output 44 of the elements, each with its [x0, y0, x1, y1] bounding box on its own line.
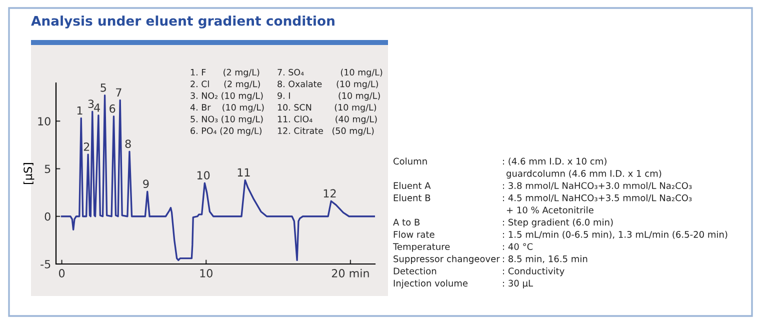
y-tick-label: 5 — [44, 164, 50, 174]
annotation: 12 — [324, 189, 336, 198]
annotation: 12. Citrate (50 mg/L) — [278, 127, 374, 136]
text: Temperature : 40 °C — [392, 243, 533, 252]
annotation: 9. I (10 mg/L) — [278, 92, 380, 101]
annotation: 3. NO₂ (10 mg/L) — [190, 92, 263, 101]
text: + 10 % Acetonitrile — [506, 206, 594, 214]
annotation: 5. NO₃ (10 mg/L) — [190, 116, 263, 124]
y-tick-label: -5 — [40, 260, 50, 268]
text: A to B : Step gradient (6.0 min) — [393, 218, 613, 228]
annotation: 4. Br (10 mg/L) — [190, 104, 264, 112]
annotation: 10 — [197, 171, 210, 180]
y-axis-title: [μS] — [23, 163, 34, 184]
text: Injection volume : 30 μL — [394, 280, 533, 288]
annotation: 10. SCN (10 mg/L) — [278, 104, 376, 112]
annotation: 9 — [143, 180, 149, 188]
text: Suppressor changeover : 8.5 min, 16.5 min — [394, 255, 588, 264]
annotation: 11. ClO₄ (40 mg/L) — [278, 116, 377, 124]
x-tick-label: 20 min — [332, 268, 369, 278]
x-tick-label: 0 — [58, 269, 65, 278]
text: Flow rate : 1.5 mL/min (0-6.5 min), 1.3 mL/min (6.5-20 min) — [394, 230, 728, 239]
text: 1. F (2 mg/L) — [190, 68, 260, 78]
annotation: 11 — [238, 168, 250, 176]
annotation: 7 — [116, 88, 122, 96]
annotation: 2 — [84, 142, 90, 151]
text: Eluent B : 4.5 mmol/L NaHCO₃+3.5 mmol/L Na₂CO₃ — [394, 194, 692, 202]
annotation: 4 — [94, 104, 100, 112]
text: Eluent A : 3.8 mmol/L NaHCO₃+3.0 mmol/L Na₂CO₃ — [394, 182, 692, 190]
y-tick-label: 10 — [38, 117, 50, 126]
y-tick-label: 0 — [44, 212, 50, 221]
annotation: 6 — [110, 104, 116, 113]
annotation: 2. Cl (2 mg/L) — [190, 80, 260, 89]
text: Detection : Conductivity — [394, 267, 564, 276]
x-tick-label: 10 — [200, 269, 212, 278]
annotation: 8. Oxalate (10 mg/L) — [278, 80, 378, 89]
chart-title: Analysis under eluent gradient condition — [31, 16, 334, 28]
text: 7. SO₄ (10 mg/L) — [278, 68, 382, 78]
annotation: 6. PO₄ (20 mg/L) — [190, 127, 262, 136]
annotation: 5 — [100, 84, 106, 92]
annotation: 8 — [125, 140, 131, 148]
annotation: 3 — [88, 100, 94, 108]
text: guardcolumn (4.6 mm I.D. x 1 cm) — [506, 170, 662, 179]
text: Column : (4.6 mm I.D. x 10 cm) — [394, 158, 606, 166]
annotation: 1 — [77, 106, 82, 115]
